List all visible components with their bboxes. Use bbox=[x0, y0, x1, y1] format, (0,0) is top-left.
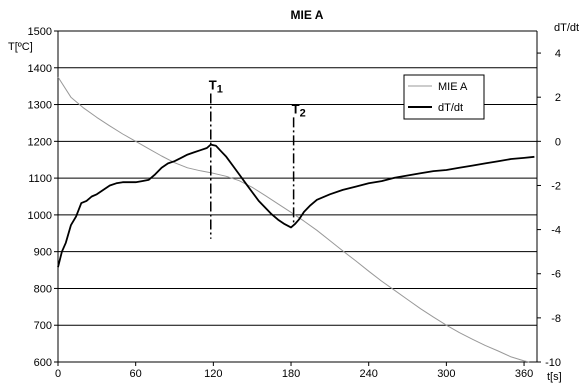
x-tick-label: 60 bbox=[130, 368, 142, 380]
y-tick-label-right: 2 bbox=[555, 92, 561, 104]
y-ticks-left: 600 700 800 900 1000 1100 1200 1300 1400 1500 bbox=[28, 26, 58, 369]
series-lines bbox=[57, 76, 535, 363]
series-line-mie-a bbox=[57, 76, 530, 363]
y-tick-label-right: -2 bbox=[551, 180, 561, 192]
y-tick-label-right: -6 bbox=[551, 269, 561, 281]
chart-title: MIE A bbox=[291, 8, 324, 22]
y-tick-label-left: 600 bbox=[34, 357, 52, 369]
y-tick-label-left: 1100 bbox=[28, 173, 52, 185]
x-tick-label: 360 bbox=[515, 368, 533, 380]
y-tick-label-right: 0 bbox=[555, 136, 561, 148]
legend-box bbox=[403, 74, 485, 120]
annotation-label-t1: T1 bbox=[209, 78, 223, 96]
series-line-dtdt bbox=[57, 143, 535, 268]
x-tick-label: 120 bbox=[204, 368, 222, 380]
y-tick-label-left: 1500 bbox=[28, 26, 52, 38]
y-tick-label-right: -10 bbox=[545, 357, 561, 369]
legend-label-dtdt: dT/dt bbox=[438, 102, 463, 114]
legend-label-mie-a: MIE A bbox=[438, 81, 468, 93]
legend: MIE A dT/dt bbox=[403, 74, 485, 120]
y-ticks-right: -10 -8 -6 -4 -2 0 2 4 bbox=[537, 48, 561, 369]
x-tick-label: 180 bbox=[282, 368, 300, 380]
y-tick-label-left: 1200 bbox=[28, 136, 52, 148]
axes bbox=[57, 31, 538, 363]
x-axis-label: t[s] bbox=[547, 371, 562, 383]
x-tick-label: 240 bbox=[360, 368, 378, 380]
y-axis-right-label: dT/dt bbox=[554, 22, 579, 34]
y-tick-label-left: 900 bbox=[34, 247, 52, 259]
y-tick-label-left: 800 bbox=[34, 283, 52, 295]
y-tick-label-left: 1400 bbox=[28, 63, 52, 75]
y-tick-label-left: 1000 bbox=[28, 210, 52, 222]
y-axis-left-label: T[ºC] bbox=[8, 41, 33, 53]
y-tick-label-left: 1300 bbox=[28, 100, 52, 112]
y-tick-label-right: -4 bbox=[551, 225, 561, 237]
annotation-label-t2: T2 bbox=[292, 101, 306, 119]
y-tick-label-left: 700 bbox=[34, 320, 52, 332]
y-tick-label-right: 4 bbox=[555, 48, 561, 60]
x-tick-label: 0 bbox=[55, 368, 61, 380]
x-tick-label: 300 bbox=[437, 368, 455, 380]
x-ticks: 0 60 120 180 240 300 360 bbox=[55, 362, 533, 380]
annotations: T1 T2 bbox=[209, 78, 306, 239]
y-tick-label-right: -8 bbox=[551, 313, 561, 325]
gridlines bbox=[58, 30, 537, 363]
